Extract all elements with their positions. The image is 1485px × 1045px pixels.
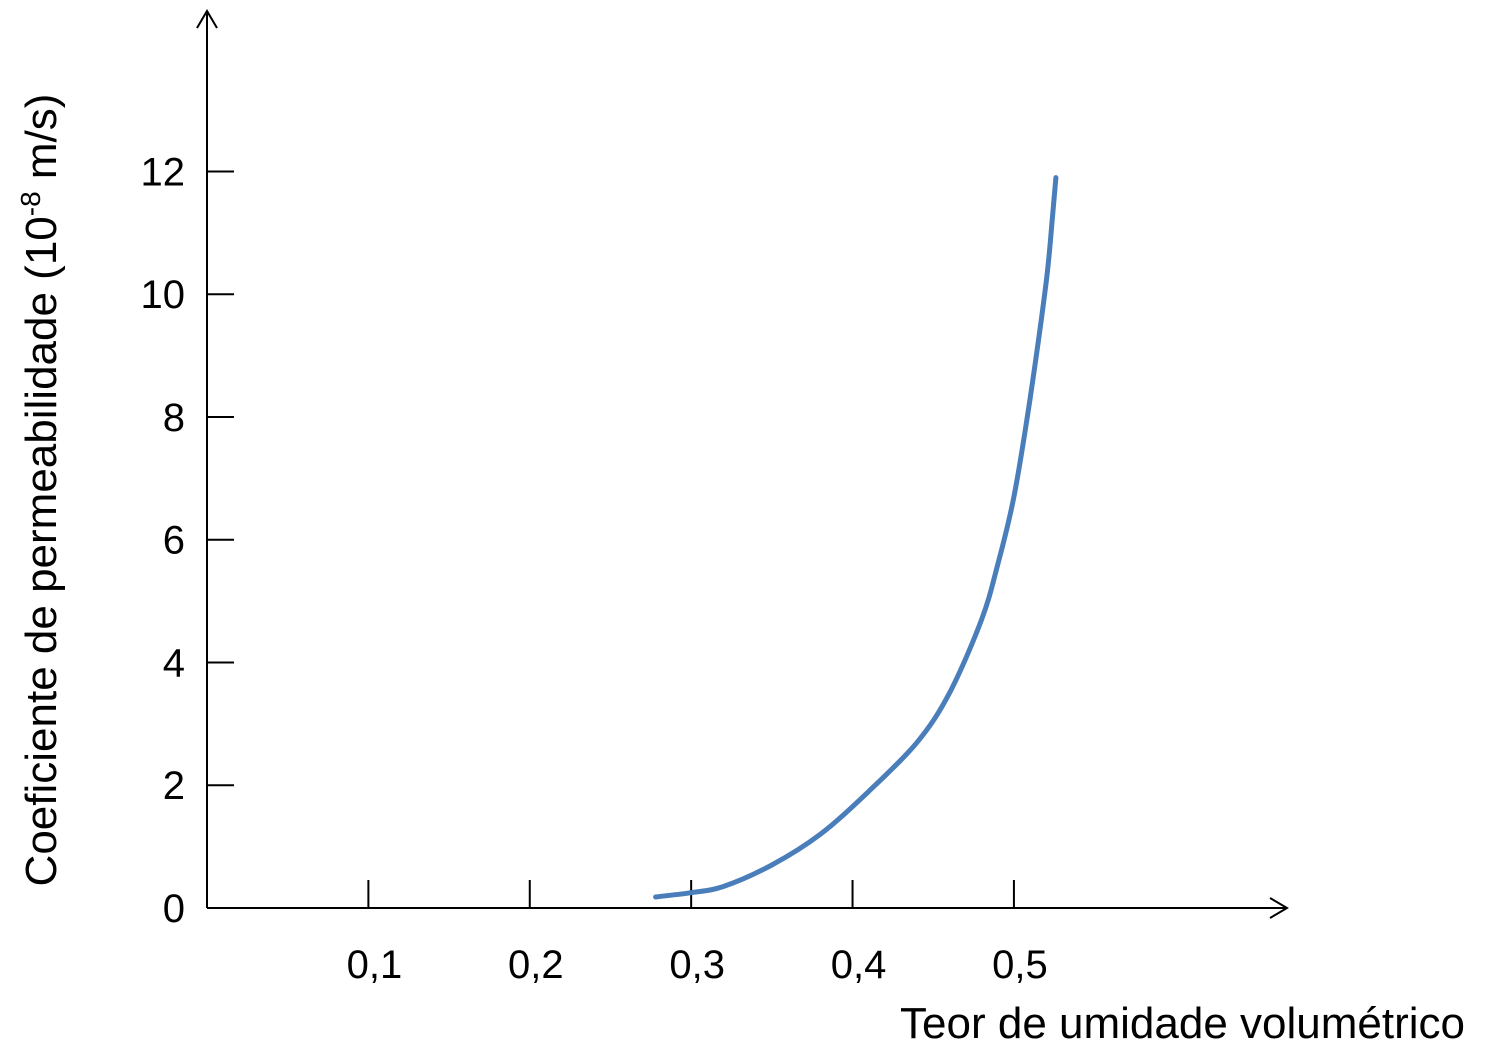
series bbox=[653, 175, 1059, 900]
y-tick-label: 6 bbox=[163, 519, 185, 563]
ticks: 0,1 0,2 0,3 0,4 0,5 0 2 4 6 8 10 12 bbox=[141, 150, 1048, 987]
axes bbox=[196, 9, 1289, 919]
x-tick-label: 0,3 bbox=[669, 943, 725, 987]
series-line bbox=[653, 175, 1059, 900]
y-axis-title: Coeficiente de permeabilidade (10-8 m/s) bbox=[15, 94, 66, 887]
y-tick-label: 8 bbox=[163, 396, 185, 440]
y-axis-arrow bbox=[196, 9, 218, 29]
x-tick-label: 0,4 bbox=[831, 943, 887, 987]
y-tick-label: 12 bbox=[141, 150, 186, 194]
x-tick-label: 0,5 bbox=[992, 943, 1048, 987]
x-tick-label: 0,1 bbox=[347, 943, 403, 987]
y-axis-title-unit: m/s) bbox=[17, 94, 66, 192]
y-tick-label: 10 bbox=[141, 273, 186, 317]
y-tick-label: 4 bbox=[163, 641, 185, 685]
y-tick-label: 2 bbox=[163, 764, 185, 808]
y-axis-title-main: Coeficiente de permeabilidade (10 bbox=[17, 216, 66, 886]
x-tick-label: 0,2 bbox=[508, 943, 564, 987]
y-axis-title-exponent: -8 bbox=[15, 191, 46, 216]
x-axis-arrow bbox=[1269, 897, 1289, 919]
x-axis-title: Teor de umidade volumétrico bbox=[900, 999, 1465, 1045]
y-tick-label: 0 bbox=[163, 887, 185, 931]
